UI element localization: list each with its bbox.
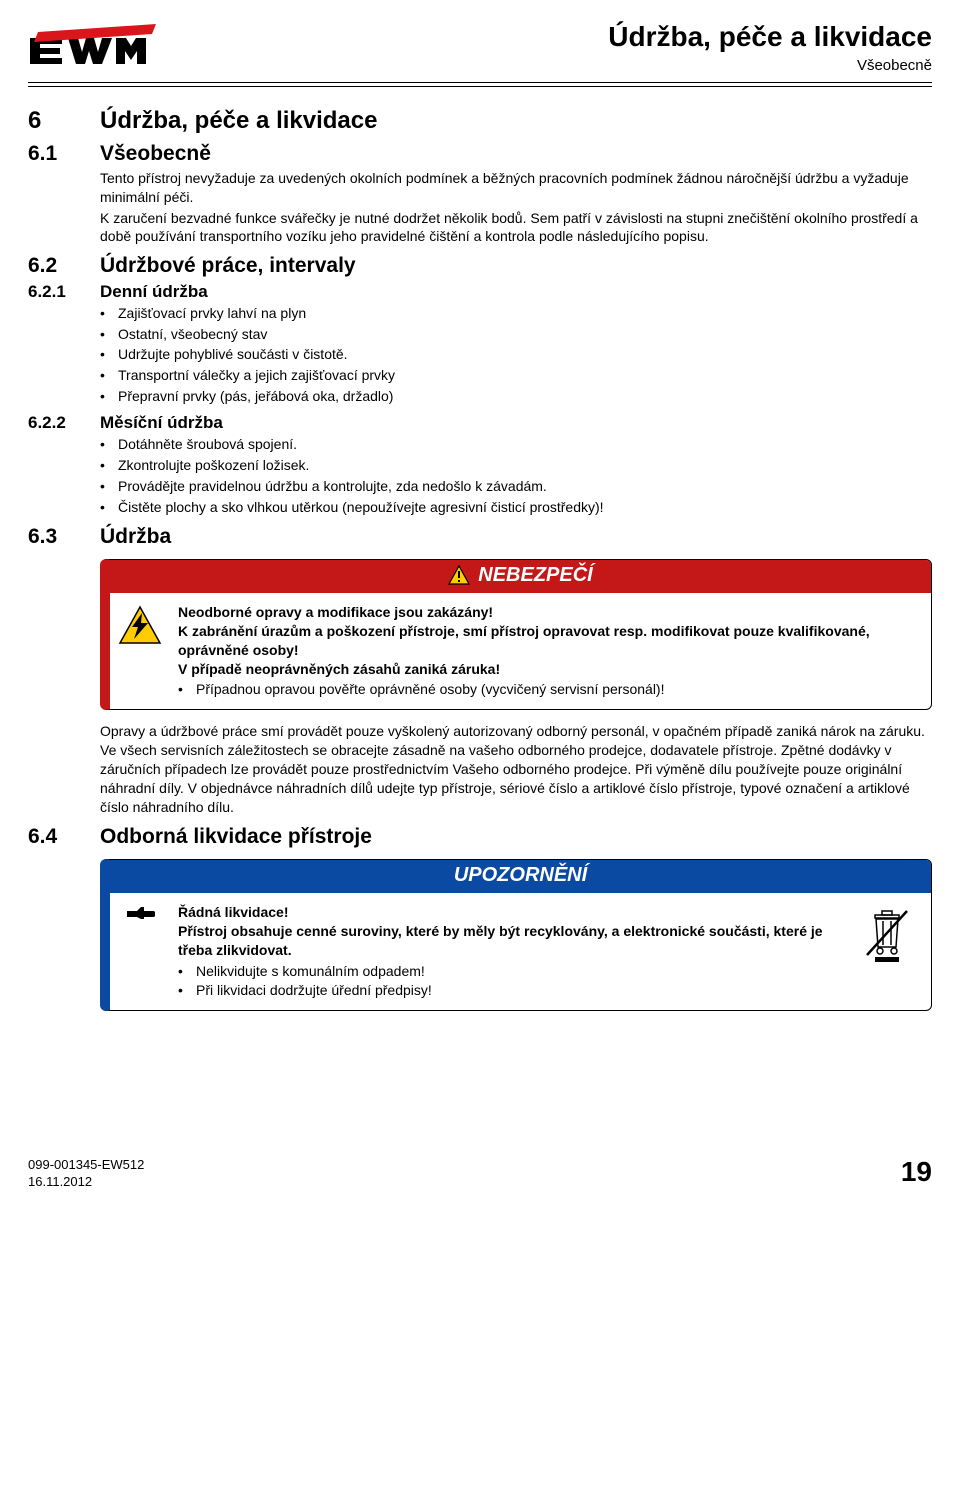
section-title: Údržba: [100, 523, 932, 551]
list-item: Dotáhněte šroubová spojení.: [100, 435, 932, 454]
bullet-list: Dotáhněte šroubová spojení. Zkontrolujte…: [100, 435, 932, 517]
list-item: Zajišťovací prvky lahví na plyn: [100, 304, 932, 323]
electric-hazard-icon: [116, 603, 164, 645]
section-number: 6.4: [28, 823, 100, 851]
section-number: 6.1: [28, 140, 100, 168]
section-number: 6.2.1: [28, 281, 100, 304]
section-6-4: 6.4 Odborná likvidace přístroje: [28, 823, 932, 851]
list-item: Čistěte plochy a sko vlhkou utěrkou (nep…: [100, 498, 932, 517]
brand-logo: [28, 18, 158, 75]
list-item: Ostatní, všeobecný stav: [100, 325, 932, 344]
page-number: 19: [901, 1153, 932, 1191]
header-subtitle: Všeobecně: [608, 56, 932, 76]
footer-date: 16.11.2012: [28, 1174, 144, 1191]
ewm-logo-icon: [28, 24, 158, 70]
notice-text: Řádná likvidace! Přístroj obsahuje cenné…: [178, 903, 843, 999]
section-title: Údržbové práce, intervaly: [100, 252, 932, 280]
no-trash-icon: [857, 903, 917, 965]
list-item: Provádějte pravidelnou údržbu a kontrolu…: [100, 477, 932, 496]
danger-callout: NEBEZPEČÍ Neodborné opravy a modifikace …: [100, 559, 932, 710]
section-title: Denní údržba: [100, 281, 932, 304]
header-title: Údržba, péče a likvidace: [608, 18, 932, 56]
section-number: 6.2: [28, 252, 100, 280]
notice-line: Přístroj obsahuje cenné suroviny, které …: [178, 922, 843, 960]
footer-code: 099-001345-EW512: [28, 1157, 144, 1174]
section-6: 6 Údržba, péče a likvidace: [28, 105, 932, 140]
header-rule-2: [28, 86, 932, 87]
footer-left: 099-001345-EW512 16.11.2012: [28, 1157, 144, 1191]
section-6-3: 6.3 Údržba: [28, 523, 932, 551]
list-item: Zkontrolujte poškození ložisek.: [100, 456, 932, 475]
notice-body: Řádná likvidace! Přístroj obsahuje cenné…: [110, 893, 931, 1009]
paragraph: K zaručení bezvadné funkce svářečky je n…: [100, 209, 932, 247]
list-item: Udržujte pohyblivé součásti v čistotě.: [100, 345, 932, 364]
paragraph: Opravy a údržbové práce smí provádět pou…: [100, 722, 932, 816]
list-item: Přepravní prvky (pás, jeřábová oka, drža…: [100, 387, 932, 406]
section-number: 6: [28, 105, 100, 137]
section-title: Odborná likvidace přístroje: [100, 823, 932, 851]
section-title: Všeobecně: [100, 140, 932, 168]
section-number: 6.2.2: [28, 412, 100, 435]
danger-line: K zabránění úrazům a poškození přístroje…: [178, 622, 917, 660]
danger-line: Neodborné opravy a modifikace jsou zakáz…: [178, 603, 917, 622]
section-6-2-2: 6.2.2 Měsíční údržba: [28, 412, 932, 435]
danger-text: Neodborné opravy a modifikace jsou zakáz…: [178, 603, 917, 699]
bullet-list: Zajišťovací prvky lahví na plyn Ostatní,…: [100, 304, 932, 406]
paragraph: Tento přístroj nevyžaduje za uvedených o…: [100, 169, 932, 207]
section-6-2: 6.2 Údržbové práce, intervaly: [28, 252, 932, 280]
danger-body: Neodborné opravy a modifikace jsou zakáz…: [110, 593, 931, 709]
section-title: Měsíční údržba: [100, 412, 932, 435]
section-number: 6.3: [28, 523, 100, 551]
header-rule-1: [28, 82, 932, 83]
warning-triangle-icon: [448, 565, 470, 585]
header-right: Údržba, péče a likvidace Všeobecně: [608, 18, 932, 76]
page-content: 6 Údržba, péče a likvidace 6.1 Všeobecně…: [0, 105, 960, 1063]
notice-bullet: Při likvidaci dodržujte úřední předpisy!: [178, 981, 843, 1000]
section-6-1: 6.1 Všeobecně: [28, 140, 932, 168]
notice-label: UPOZORNĚNÍ: [454, 862, 587, 889]
list-item: Transportní válečky a jejich zajišťovací…: [100, 366, 932, 385]
notice-callout: UPOZORNĚNÍ Řádná likvidace! Přístroj obs…: [100, 859, 932, 1010]
danger-header: NEBEZPEČÍ: [110, 560, 931, 593]
danger-label: NEBEZPEČÍ: [478, 562, 592, 589]
notice-bullet: Nelikvidujte s komunálním odpadem!: [178, 962, 843, 981]
pointing-hand-icon: [116, 903, 164, 923]
danger-bullet: Případnou opravou pověřte oprávněné osob…: [178, 680, 917, 699]
section-6-2-1: 6.2.1 Denní údržba: [28, 281, 932, 304]
notice-header: UPOZORNĚNÍ: [110, 860, 931, 893]
section-title: Údržba, péče a likvidace: [100, 105, 932, 137]
notice-line: Řádná likvidace!: [178, 903, 843, 922]
danger-line: V případě neoprávněných zásahů zaniká zá…: [178, 660, 917, 679]
page-footer: 099-001345-EW512 16.11.2012 19: [0, 1153, 960, 1215]
page-header: Údržba, péče a likvidace Všeobecně: [0, 0, 960, 80]
